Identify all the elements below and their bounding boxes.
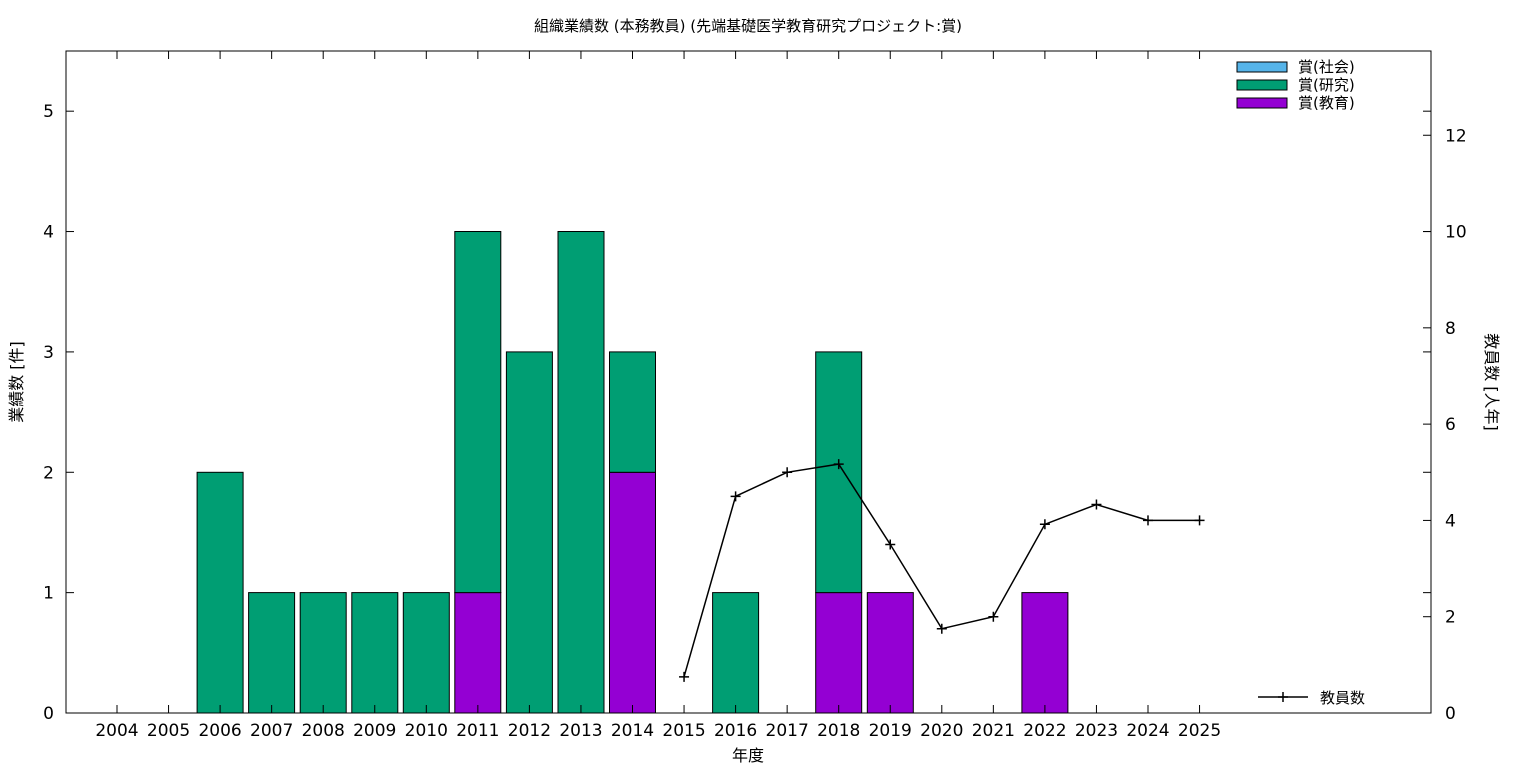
y2-tick-label: 8 [1445,319,1456,339]
y2-tick-label: 2 [1445,608,1456,628]
bar-2010-1 [402,592,450,714]
x-tick-label: 2019 [869,721,912,741]
x-tick-label: 2007 [250,721,293,741]
bar-2006-1 [196,471,244,714]
bar-2011-2 [454,592,502,714]
legend-line-label: 教員数 [1320,689,1365,707]
legend-label: 賞(研究) [1298,76,1355,94]
line-point-2017 [782,467,793,478]
y-tick-label: 0 [43,704,54,724]
y-tick-label: 5 [43,102,54,122]
line-point-2022 [1039,519,1050,530]
x-tick-label: 2005 [147,721,190,741]
legend-label: 賞(教育) [1298,94,1355,112]
legend: 賞(社会)賞(研究)賞(教育) [1236,58,1355,112]
bar-2016-1 [712,592,760,714]
line-legend: 教員数 [1258,689,1365,707]
x-tick-label: 2017 [766,721,809,741]
legend-label: 賞(社会) [1298,58,1355,76]
y-tick-label: 1 [43,584,54,604]
x-tick-label: 2016 [714,721,757,741]
x-tick-label: 2014 [611,721,654,741]
bars-layer [196,231,1069,714]
x-axis-label: 年度 [732,746,764,765]
bar-2011-1 [454,231,502,594]
y2-tick-label: 6 [1445,415,1456,435]
bar-2018-1 [815,351,863,594]
line-point-2018 [833,459,844,470]
x-tick-label: 2009 [353,721,396,741]
x-tick-label: 2013 [559,721,602,741]
x-tick-label: 2011 [456,721,499,741]
x-tick-label: 2010 [405,721,448,741]
x-tick-label: 2025 [1178,721,1221,741]
y2-tick-label: 4 [1445,511,1456,531]
y2-axis-label: 教員数 [人年] [1482,333,1501,431]
y-axis-label: 業績数 [件] [7,341,26,423]
bar-2022-2 [1021,592,1069,714]
y-tick-label: 3 [43,343,54,363]
x-tick-label: 2012 [508,721,551,741]
x-tick-label: 2018 [817,721,860,741]
x-tick-label: 2023 [1075,721,1118,741]
legend-swatch [1236,79,1288,91]
legend-line-marker [1278,692,1288,702]
ticks-layer [66,51,1431,714]
legend-swatch [1236,61,1288,73]
line-series-path [683,463,1200,678]
bar-2013-1 [557,231,605,714]
line-point-2020 [936,623,947,634]
bar-2019-2 [866,592,914,714]
y2-tick-label: 12 [1445,126,1467,146]
y-tick-label: 4 [43,223,54,243]
x-tick-label: 2008 [302,721,345,741]
x-tick-label: 2004 [95,721,138,741]
plot-frame [65,50,1432,714]
bar-2007-1 [248,592,296,714]
x-tick-label: 2022 [1023,721,1066,741]
bar-2014-2 [609,471,656,714]
y-tick-label: 2 [43,463,54,483]
line-point-2016 [730,491,741,502]
chart-title: 組織業績数 (本務教員) (先端基礎医学教育研究プロジェクト:賞) [534,17,962,35]
bar-2008-1 [299,592,347,714]
line-point-2024 [1143,515,1153,526]
bar-2009-1 [351,592,399,714]
bar-2014-1 [609,351,656,473]
line-point-2015 [679,671,690,682]
line-point-2019 [885,539,896,550]
line-point-2023 [1091,499,1102,510]
line-point-2025 [1194,515,1205,526]
x-tick-label: 2006 [198,721,241,741]
legend-swatch [1236,97,1288,109]
line-point-2021 [988,611,999,622]
y2-tick-label: 0 [1445,704,1456,724]
x-tick-label: 2024 [1126,721,1169,741]
x-tick-label: 2020 [920,721,963,741]
bar-2018-2 [815,592,863,714]
y2-tick-label: 10 [1445,223,1467,243]
bar-2012-1 [505,351,553,714]
line-layer [679,459,1205,682]
x-tick-label: 2015 [662,721,705,741]
x-tick-label: 2021 [972,721,1015,741]
